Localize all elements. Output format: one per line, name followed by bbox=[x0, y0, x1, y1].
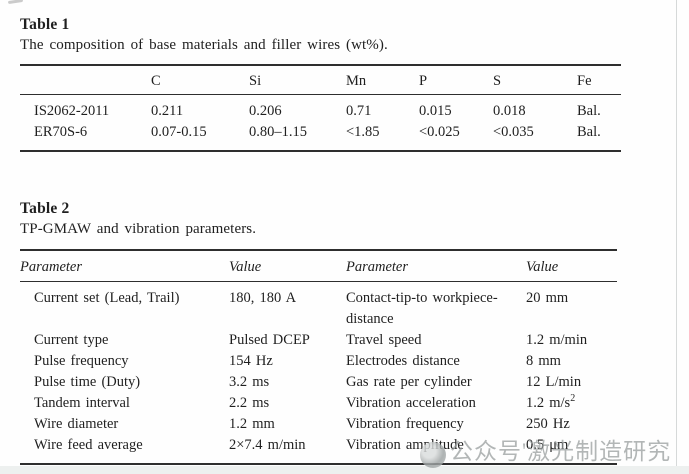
table-cell: Pulse frequency bbox=[34, 353, 129, 369]
table1-header-row: C Si Mn P S Fe bbox=[20, 64, 621, 95]
table2-section: Table 2 TP-GMAW and vibration parameters… bbox=[20, 199, 617, 465]
column-header: P bbox=[419, 64, 493, 95]
table1-caption: The composition of base materials and fi… bbox=[20, 37, 388, 53]
column-header: Mn bbox=[346, 64, 419, 95]
table-cell: 0.5 μm bbox=[526, 437, 569, 453]
table-cell: 0.211 bbox=[151, 103, 184, 119]
table-cell: 154 Hz bbox=[229, 353, 273, 369]
table2-caption: TP-GMAW and vibration parameters. bbox=[20, 221, 257, 237]
table-cell: Current type bbox=[34, 332, 109, 348]
table1-section: Table 1 The composition of base material… bbox=[20, 15, 621, 152]
table-row: Pulse time (Duty) 3.2 ms Gas rate per cyli… bbox=[20, 372, 617, 393]
table-cell: 250 Hz bbox=[526, 416, 570, 432]
table2-header-row: Parameter Value Parameter Value bbox=[20, 249, 617, 282]
table-cell: Travel speed bbox=[346, 332, 422, 348]
table-cell: Bal. bbox=[577, 103, 601, 119]
column-header bbox=[20, 64, 151, 95]
column-header: Value bbox=[229, 249, 346, 282]
table-cell: 0.71 bbox=[346, 103, 372, 119]
column-header: Si bbox=[249, 64, 346, 95]
table-cell: 180, 180 A bbox=[229, 290, 297, 306]
table-row: Wire diameter 1.2 mm Vibration frequency 25… bbox=[20, 414, 617, 435]
table-cell: Pulsed DCEP bbox=[229, 332, 310, 348]
table-cell: Wire diameter bbox=[34, 416, 119, 432]
table2-label: Table 2 bbox=[20, 200, 70, 217]
column-divider-rule bbox=[676, 0, 677, 474]
table-cell: 1.2 m/s2 bbox=[526, 393, 576, 411]
table-cell: 0.018 bbox=[493, 103, 526, 119]
table-row: Pulse frequency 154 Hz Electrodes distance… bbox=[20, 351, 617, 372]
table-cell: 12 L/min bbox=[526, 374, 582, 390]
table-cell: 8 mm bbox=[526, 353, 561, 369]
table-row: ER70S-6 0.07-0.15 0.80–1.15 <1.85 <0.025 <0.0… bbox=[20, 122, 621, 151]
page-bottom-edge bbox=[0, 466, 689, 474]
column-header: Parameter bbox=[346, 249, 526, 282]
table-cell: <0.035 bbox=[493, 124, 534, 140]
table-cell: Pulse time (Duty) bbox=[34, 374, 141, 390]
table-cell: IS2062-2011 bbox=[34, 103, 110, 119]
table-cell: Vibration amplitude bbox=[346, 437, 464, 453]
column-header: S bbox=[493, 64, 577, 95]
table-cell: Bal. bbox=[577, 124, 601, 140]
table-cell: <0.025 bbox=[419, 124, 460, 140]
composition-table: C Si Mn P S Fe IS2062-2011 0.211 0.206 0.71 0.015… bbox=[20, 64, 621, 152]
table-cell: Electrodes distance bbox=[346, 353, 460, 369]
table-row: IS2062-2011 0.211 0.206 0.71 0.015 0.018 Bal. bbox=[20, 95, 621, 123]
table-cell: Current set (Lead, Trail) bbox=[34, 290, 180, 306]
table-cell: 1.2 mm bbox=[229, 416, 275, 432]
page-crop-artifact bbox=[7, 0, 24, 5]
table-cell: 0.80–1.15 bbox=[249, 124, 307, 140]
table-cell: Contact-tip-to workpiece-distance bbox=[346, 290, 498, 327]
table1-label: Table 1 bbox=[20, 16, 70, 33]
table-cell: 2×7.4 m/min bbox=[229, 437, 306, 453]
table-row: Tandem interval 2.2 ms Vibration accelerat… bbox=[20, 393, 617, 414]
table-row: Current set (Lead, Trail) 180, 180 A Conta… bbox=[20, 282, 617, 331]
table-cell: ER70S-6 bbox=[34, 124, 88, 140]
column-header: Fe bbox=[577, 64, 621, 95]
table-cell: 20 mm bbox=[526, 290, 569, 306]
table-cell: Tandem interval bbox=[34, 395, 130, 411]
table-cell: Vibration frequency bbox=[346, 416, 464, 432]
parameters-table: Parameter Value Parameter Value Current set… bbox=[20, 249, 617, 465]
table-row: Wire feed average 2×7.4 m/min Vibration am… bbox=[20, 435, 617, 464]
column-header: Parameter bbox=[20, 249, 229, 282]
table-cell: Wire feed average bbox=[34, 437, 143, 453]
table-cell: 0.206 bbox=[249, 103, 282, 119]
table-cell: Gas rate per cylinder bbox=[346, 374, 472, 390]
table-row: Current type Pulsed DCEP Travel speed 1.2 m… bbox=[20, 330, 617, 351]
table-cell: <1.85 bbox=[346, 124, 380, 140]
table-cell: 2.2 ms bbox=[229, 395, 270, 411]
table-cell: 0.015 bbox=[419, 103, 452, 119]
table-cell: Vibration acceleration bbox=[346, 395, 476, 411]
column-header: C bbox=[151, 64, 249, 95]
table-cell: 3.2 ms bbox=[229, 374, 270, 390]
column-header: Value bbox=[526, 249, 617, 282]
table-cell: 1.2 m/min bbox=[526, 332, 588, 348]
table-cell: 0.07-0.15 bbox=[151, 124, 207, 140]
